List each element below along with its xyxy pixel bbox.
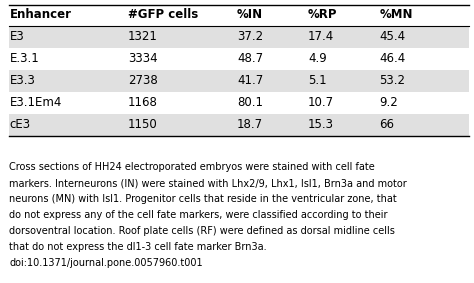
- Text: 41.7: 41.7: [237, 74, 263, 87]
- Text: 5.1: 5.1: [308, 74, 327, 87]
- Text: E3: E3: [9, 31, 24, 44]
- Text: 18.7: 18.7: [237, 119, 263, 132]
- Text: 2738: 2738: [128, 74, 158, 87]
- Text: cE3: cE3: [9, 119, 31, 132]
- Text: neurons (MN) with Isl1. Progenitor cells that reside in the ventricular zone, th: neurons (MN) with Isl1. Progenitor cells…: [9, 194, 397, 204]
- Bar: [9, 70, 469, 92]
- Text: dorsoventral location. Roof plate cells (RF) were defined as dorsal midline cell: dorsoventral location. Roof plate cells …: [9, 226, 395, 236]
- Bar: [9, 26, 469, 48]
- Text: 1321: 1321: [128, 31, 158, 44]
- Text: %IN: %IN: [237, 8, 263, 22]
- Text: Enhancer: Enhancer: [9, 8, 72, 22]
- Text: 15.3: 15.3: [308, 119, 334, 132]
- Text: 45.4: 45.4: [379, 31, 405, 44]
- Text: #GFP cells: #GFP cells: [128, 8, 198, 22]
- Text: Cross sections of HH24 electroporated embryos were stained with cell fate: Cross sections of HH24 electroporated em…: [9, 162, 375, 172]
- Text: 9.2: 9.2: [379, 97, 398, 110]
- Text: 1168: 1168: [128, 97, 158, 110]
- Bar: [9, 114, 469, 136]
- Text: that do not express the dl1-3 cell fate marker Brn3a.: that do not express the dl1-3 cell fate …: [9, 242, 267, 252]
- Text: 46.4: 46.4: [379, 53, 405, 65]
- Text: 4.9: 4.9: [308, 53, 327, 65]
- Text: E.3.1: E.3.1: [9, 53, 39, 65]
- Text: 53.2: 53.2: [379, 74, 405, 87]
- Text: markers. Interneurons (IN) were stained with Lhx2/9, Lhx1, Isl1, Brn3a and motor: markers. Interneurons (IN) were stained …: [9, 178, 407, 188]
- Text: E3.1Em4: E3.1Em4: [9, 97, 62, 110]
- Bar: [9, 48, 469, 70]
- Text: 48.7: 48.7: [237, 53, 263, 65]
- Text: 37.2: 37.2: [237, 31, 263, 44]
- Text: 1150: 1150: [128, 119, 158, 132]
- Text: 80.1: 80.1: [237, 97, 263, 110]
- Text: %RP: %RP: [308, 8, 337, 22]
- Text: E3.3: E3.3: [9, 74, 36, 87]
- Text: 17.4: 17.4: [308, 31, 334, 44]
- Text: 66: 66: [379, 119, 394, 132]
- Text: 3334: 3334: [128, 53, 157, 65]
- Text: %MN: %MN: [379, 8, 413, 22]
- Text: 10.7: 10.7: [308, 97, 334, 110]
- Text: doi:10.1371/journal.pone.0057960.t001: doi:10.1371/journal.pone.0057960.t001: [9, 258, 203, 268]
- Text: do not express any of the cell fate markers, were classified according to their: do not express any of the cell fate mark…: [9, 210, 388, 220]
- Bar: [9, 92, 469, 114]
